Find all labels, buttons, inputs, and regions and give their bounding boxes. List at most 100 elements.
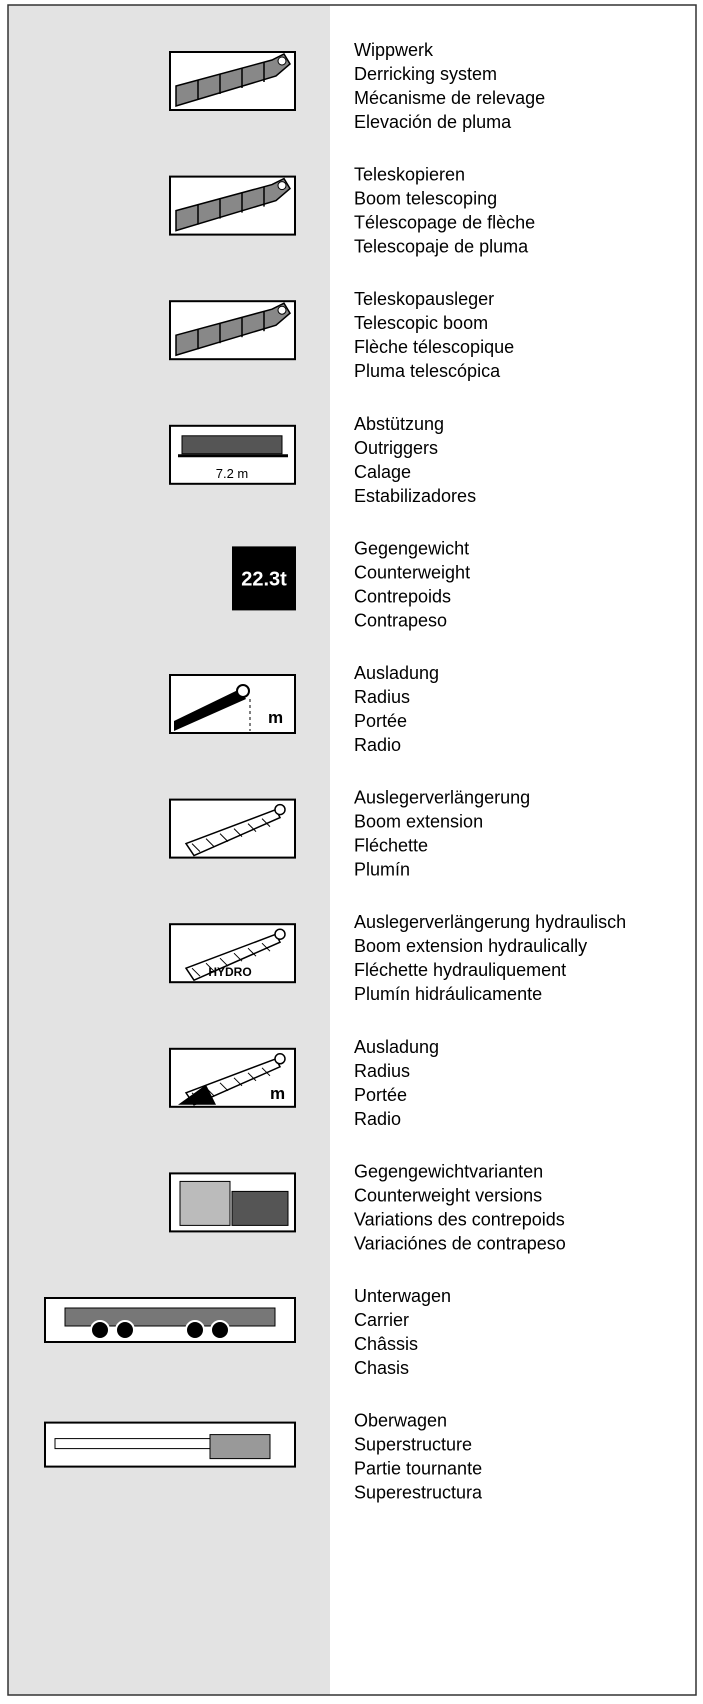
counterweight-base: [179, 1180, 231, 1226]
legend-entry: Ausladung Radius Portée Radio m: [169, 663, 439, 755]
legend-line: Teleskopieren: [354, 165, 465, 185]
lattice: [184, 933, 282, 982]
legend-line: Boom extension: [354, 812, 483, 832]
legend-line: Télescopage de flèche: [354, 213, 535, 233]
counterweight-stack: [231, 1190, 289, 1226]
boom: [54, 1438, 216, 1450]
legend-line: Variaciónes de contrapeso: [354, 1233, 566, 1253]
legend-line: Superstructure: [354, 1435, 472, 1455]
legend-entry: Unterwagen Carrier Châssis Chasis: [44, 1286, 451, 1378]
legend-line: Oberwagen: [354, 1411, 447, 1431]
legend-line: Portée: [354, 711, 407, 731]
legend-line: Portée: [354, 1085, 407, 1105]
icon-label: 7.2 m: [216, 466, 249, 481]
legend-line: Auslegerverlängerung: [354, 788, 530, 808]
icon-label: m: [268, 708, 283, 727]
boom: [175, 302, 291, 357]
lattice-brace: [219, 833, 229, 842]
lattice-brace: [191, 967, 201, 977]
legend-line: Contrapeso: [354, 610, 447, 630]
legend-line: Châssis: [354, 1334, 418, 1354]
wheel: [185, 1320, 205, 1340]
legend-line: Fléchette hydrauliquement: [354, 960, 566, 980]
legend-line: Boom extension hydraulically: [354, 936, 587, 956]
lattice-brace: [219, 957, 229, 967]
legend-line: Ausladung: [354, 1037, 439, 1057]
legend-line: Radio: [354, 735, 401, 755]
cab: [209, 1434, 271, 1460]
legend-entry: Gegengewichtvarianten Counterweight versi…: [169, 1161, 566, 1253]
legend-line: Plumín hidráulicamente: [354, 984, 542, 1004]
lattice-brace: [261, 942, 271, 952]
boom-base: [178, 1084, 216, 1105]
carrier-body: [181, 435, 283, 455]
lattice-brace: [219, 1082, 229, 1092]
legend-line: Unterwagen: [354, 1286, 451, 1306]
boom-head: [274, 928, 286, 940]
icon-label: HYDRO: [208, 965, 251, 979]
legend-line: Teleskopausleger: [354, 289, 494, 309]
icon-label: 22.3t: [241, 568, 287, 590]
boom-head: [277, 181, 287, 191]
legend-line: Counterweight versions: [354, 1185, 542, 1205]
legend-line: Plumín: [354, 860, 410, 880]
lattice-brace: [233, 828, 243, 837]
legend-entry: Teleskopieren Boom telescoping Télescopage…: [169, 165, 535, 257]
legend-line: Partie tournante: [354, 1459, 482, 1479]
wheel: [90, 1320, 110, 1340]
boom-head: [277, 56, 287, 66]
legend-line: Counterweight: [354, 562, 470, 582]
lattice-brace: [191, 843, 201, 852]
legend-line: Pluma telescópica: [354, 361, 501, 381]
legend-line: Gegengewichtvarianten: [354, 1161, 543, 1181]
boom-head: [274, 803, 286, 816]
legend-line: Carrier: [354, 1310, 409, 1330]
legend-line: Elevación de pluma: [354, 112, 512, 132]
lattice-brace: [261, 1067, 271, 1077]
page-border: [7, 4, 697, 1696]
legend-line: Radius: [354, 1061, 410, 1081]
icon-label: m: [270, 1084, 285, 1103]
lattice-brace: [247, 1072, 257, 1082]
legend-entry: Wippwerk Derricking system Mécanisme de re…: [169, 40, 545, 132]
legend-line: Telescopic boom: [354, 313, 488, 333]
legend-entry: Auslegerverlängerung Boom extension Fléche…: [169, 788, 530, 880]
lattice-brace: [247, 947, 257, 957]
lattice-brace: [247, 823, 257, 832]
legend-line: Radius: [354, 687, 410, 707]
legend-entry: Abstützung Outriggers Calage Estabilizadore…: [169, 414, 476, 506]
lattice-brace: [261, 818, 271, 827]
legend-line: Abstützung: [354, 414, 444, 434]
legend-line: Variations des contrepoids: [354, 1209, 565, 1229]
legend-entry: Auslegerverlängerung hydraulisch Boom ext…: [169, 912, 626, 1004]
legend-line: Ausladung: [354, 663, 439, 683]
lattice-brace: [205, 962, 215, 972]
legend-line: Chasis: [354, 1358, 409, 1378]
legend-line: Mécanisme de relevage: [354, 88, 545, 108]
legend-line: Estabilizadores: [354, 486, 476, 506]
boom-head: [277, 305, 287, 315]
legend-line: Wippwerk: [354, 40, 434, 60]
wheel: [210, 1320, 230, 1340]
lattice-brace: [233, 1077, 243, 1087]
boom: [175, 177, 291, 232]
legend-entry: Ausladung Radius Portée Radio m: [169, 1037, 439, 1129]
counterweight-box: [232, 546, 296, 611]
wheel: [115, 1320, 135, 1340]
legend-line: Fléchette: [354, 836, 428, 856]
legend-line: Boom telescoping: [354, 189, 497, 209]
legend-entry: Gegengewicht Counterweight Contrepoids Cont…: [232, 538, 470, 630]
legend-line: Superestructura: [354, 1483, 483, 1503]
legend-line: Contrepoids: [354, 586, 451, 606]
boom: [175, 53, 291, 108]
legend-line: Gegengewicht: [354, 538, 469, 558]
lattice-brace: [233, 952, 243, 962]
legend-line: Auslegerverlängerung hydraulisch: [354, 912, 626, 932]
legend-entry: Oberwagen Superstructure Partie tournante S…: [44, 1411, 483, 1503]
legend-entry: Teleskopausleger Telescopic boom Flèche té…: [169, 289, 514, 381]
legend-line: Flèche télescopique: [354, 337, 514, 357]
boom: [174, 689, 246, 731]
lattice-brace: [205, 838, 215, 847]
